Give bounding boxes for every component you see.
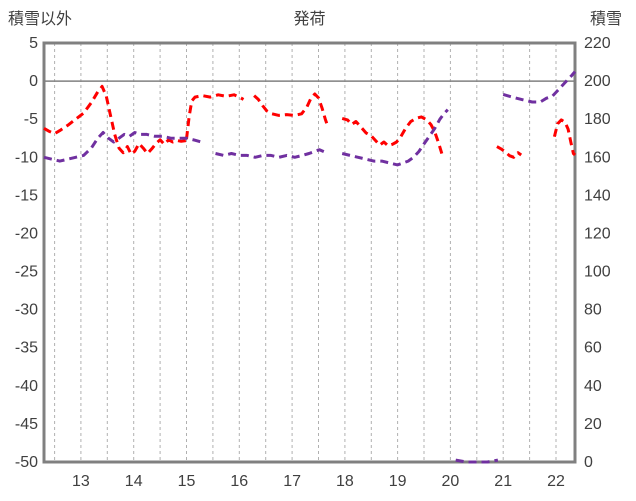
x-tick-label: 14 (125, 473, 143, 490)
x-tick-label: 18 (336, 473, 354, 490)
積雪以外-line-segment (43, 84, 187, 156)
y-left-tick-label: -50 (15, 454, 38, 471)
x-tick-label: 16 (230, 473, 248, 490)
left-axis-title: 積雪以外 (8, 11, 73, 28)
x-tick-label: 13 (72, 473, 90, 490)
x-tick-label: 19 (389, 473, 407, 490)
y-left-tick-label: -10 (15, 149, 38, 166)
積雪以外-line-segment (496, 145, 523, 159)
x-tick-label: 15 (178, 473, 196, 490)
y-right-tick-label: 100 (584, 264, 611, 281)
x-tick-label: 17 (283, 473, 301, 490)
積雪-line-segment (43, 131, 202, 163)
y-left-tick-label: -25 (15, 264, 38, 281)
y-right-tick-label: 220 (584, 35, 611, 52)
y-left-tick-label: -20 (15, 226, 38, 243)
積雪以外-line-segment (341, 115, 444, 155)
y-left-tick-label: -35 (15, 340, 38, 357)
chart-title: 発荷 (293, 11, 326, 28)
y-left-tick-label: -45 (15, 416, 38, 433)
y-right-tick-label: 160 (584, 149, 611, 166)
right-axis-title: 積雪 (589, 11, 622, 28)
y-left-tick-label: -5 (24, 111, 38, 128)
y-right-tick-label: 120 (584, 226, 611, 243)
plot-border (42, 41, 577, 464)
y-left-tick-label: -15 (15, 187, 38, 204)
積雪-line-segment (502, 70, 577, 104)
x-tick-label: 21 (494, 473, 512, 490)
積雪-line-segment (215, 148, 325, 159)
y-right-tick-label: 40 (584, 378, 602, 395)
y-left-tick-label: 5 (29, 35, 38, 52)
y-left-tick-label: -30 (15, 302, 38, 319)
x-tick-label: 22 (547, 473, 565, 490)
y-left-tick-label: 0 (29, 73, 38, 90)
積雪-line-segment (455, 458, 499, 464)
x-tick-label: 20 (442, 473, 460, 490)
y-right-tick-label: 80 (584, 302, 602, 319)
積雪-line-segment (341, 108, 449, 167)
y-right-tick-label: 20 (584, 416, 602, 433)
積雪以外-line-segment (552, 118, 577, 157)
y-right-tick-label: 140 (584, 187, 611, 204)
y-left-tick-label: -40 (15, 378, 38, 395)
y-right-tick-label: 60 (584, 340, 602, 357)
積雪以外-line-segment (253, 92, 329, 125)
y-right-tick-label: 200 (584, 73, 611, 90)
積雪以外-line-segment (185, 93, 245, 140)
y-right-tick-label: 0 (584, 454, 593, 471)
y-right-tick-label: 180 (584, 111, 611, 128)
